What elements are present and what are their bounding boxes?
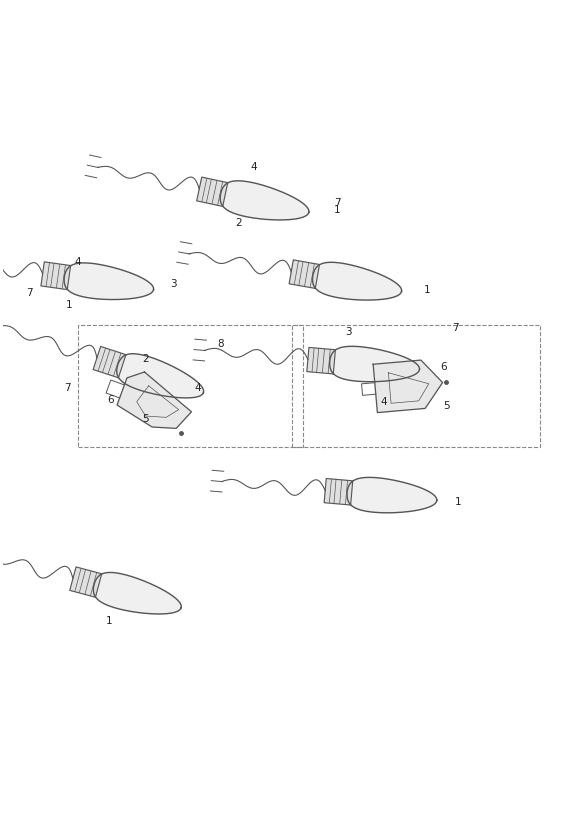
Polygon shape [220, 180, 309, 220]
Polygon shape [93, 573, 181, 614]
Text: 1: 1 [66, 300, 72, 310]
Text: 1: 1 [454, 497, 461, 507]
Text: 7: 7 [64, 382, 71, 393]
Polygon shape [329, 346, 420, 382]
Text: 4: 4 [251, 162, 257, 172]
Text: 3: 3 [345, 327, 352, 337]
Text: 3: 3 [170, 279, 177, 288]
Text: 1: 1 [424, 284, 431, 295]
Text: 6: 6 [441, 362, 447, 372]
Text: 7: 7 [452, 323, 459, 333]
Text: 7: 7 [333, 198, 340, 208]
Polygon shape [117, 372, 191, 428]
Text: 2: 2 [235, 218, 242, 228]
Text: 5: 5 [143, 414, 149, 424]
Polygon shape [196, 177, 228, 206]
Polygon shape [93, 346, 126, 377]
Text: 4: 4 [195, 382, 201, 393]
Polygon shape [324, 479, 353, 505]
Polygon shape [64, 263, 153, 300]
Polygon shape [70, 567, 101, 597]
Polygon shape [307, 348, 335, 374]
Text: 4: 4 [381, 396, 387, 406]
Text: 4: 4 [75, 257, 81, 267]
Bar [292, 325, 540, 447]
Text: 7: 7 [26, 288, 33, 298]
Polygon shape [373, 360, 442, 413]
Text: 5: 5 [443, 401, 449, 411]
Polygon shape [41, 262, 71, 289]
Bar [78, 325, 303, 447]
Polygon shape [117, 353, 203, 398]
Polygon shape [312, 262, 402, 300]
Polygon shape [347, 477, 437, 513]
Text: 1: 1 [333, 205, 340, 215]
Text: 8: 8 [217, 339, 224, 349]
Text: 2: 2 [143, 353, 149, 364]
Text: 6: 6 [107, 396, 114, 405]
Polygon shape [289, 260, 319, 288]
Text: 1: 1 [106, 616, 113, 626]
